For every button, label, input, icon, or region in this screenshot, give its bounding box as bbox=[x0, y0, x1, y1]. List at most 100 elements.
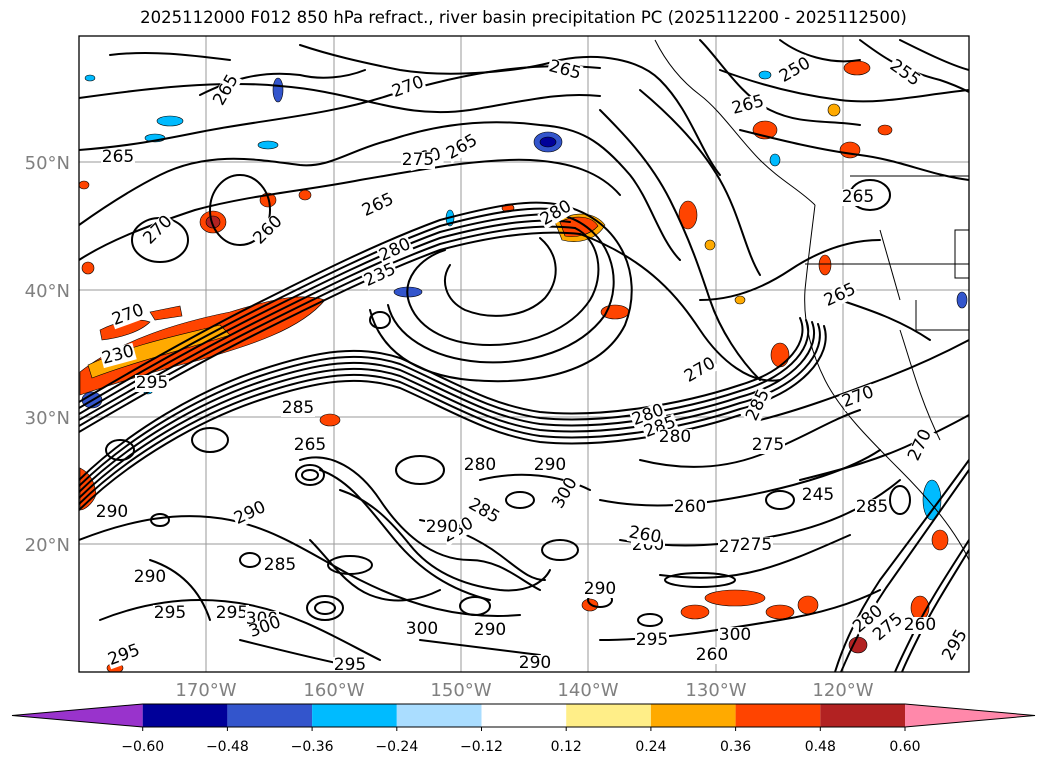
contour-label-bg bbox=[739, 537, 773, 554]
colorbar: −0.60 −0.48 −0.36 −0.24 −0.12 0.12 0.24 0.36 0.4… bbox=[11, 703, 1036, 755]
contour-label-bg bbox=[635, 632, 669, 649]
contour-label-bg bbox=[537, 197, 576, 230]
contour-label-bg bbox=[885, 56, 924, 91]
lon-label: 130°W bbox=[685, 680, 746, 701]
contour-label-bg bbox=[135, 375, 169, 392]
contour-label-bg bbox=[281, 400, 315, 417]
latitude-axis: 50°N 40°N 30°N 20°N bbox=[25, 153, 70, 556]
contour-label-bg bbox=[839, 383, 878, 412]
lon-label: 160°W bbox=[303, 680, 364, 701]
colorbar-segment bbox=[566, 704, 651, 727]
contour-label-bg bbox=[841, 189, 875, 206]
contour-label-bg bbox=[463, 457, 497, 474]
contour-label-bg bbox=[718, 627, 752, 644]
contour-label-bg bbox=[629, 401, 668, 430]
contour-label: 280 bbox=[659, 427, 691, 447]
contour-label-bg bbox=[518, 655, 552, 672]
contour-label-bg bbox=[101, 149, 135, 166]
contour-label-bg bbox=[361, 260, 400, 291]
contour-label: 290 bbox=[134, 567, 166, 587]
contour-label-bg bbox=[751, 437, 785, 454]
contour-label-bg bbox=[263, 557, 297, 574]
contour-label-bg bbox=[695, 647, 729, 664]
colorbar-tick-label: 0.12 bbox=[551, 739, 582, 755]
contour-label-bg bbox=[153, 605, 187, 622]
colorbar-tick-label: 0.48 bbox=[805, 739, 836, 755]
colorbar-segment bbox=[227, 704, 313, 727]
colorbar-segment bbox=[905, 704, 1035, 727]
contour-label-bg bbox=[376, 235, 415, 266]
contour-label: 260 bbox=[904, 615, 936, 635]
contour-label: 295 bbox=[334, 655, 366, 675]
colorbar-tick-label: 0.24 bbox=[635, 739, 666, 755]
contour-label-bg bbox=[231, 498, 270, 529]
contour-label-bg bbox=[903, 617, 937, 634]
contour-label: 295 bbox=[216, 603, 248, 623]
contour-label: 285 bbox=[264, 555, 296, 575]
contour-label: 290 bbox=[96, 502, 128, 522]
colorbar-tick-label: −0.24 bbox=[375, 739, 418, 755]
contour-label: 260 bbox=[696, 645, 728, 665]
contour-label-bg bbox=[626, 524, 664, 547]
lat-label: 50°N bbox=[25, 153, 70, 174]
contour-label-bg bbox=[215, 605, 249, 622]
contour-label-bg bbox=[246, 613, 285, 642]
lat-label: 20°N bbox=[25, 535, 70, 556]
contour-label-bg bbox=[801, 487, 835, 504]
contour-label-bg bbox=[405, 621, 439, 638]
colorbar-tick-label: −0.48 bbox=[206, 739, 249, 755]
contour-label: 300 bbox=[719, 625, 751, 645]
contour-label-bg bbox=[681, 354, 720, 387]
contour-label-bg bbox=[95, 504, 129, 521]
map-title: 2025112000 F012 850 hPa refract., river … bbox=[140, 8, 907, 27]
contour-label-bg bbox=[389, 73, 428, 102]
contour-label-bg bbox=[333, 657, 367, 672]
lon-label: 150°W bbox=[430, 680, 491, 701]
contour-label: 275 bbox=[740, 535, 772, 555]
colorbar-segment bbox=[735, 704, 821, 727]
contour-label-bg bbox=[658, 429, 692, 446]
contour-label-bg bbox=[293, 437, 327, 454]
contour-label: 290 bbox=[584, 579, 616, 599]
contour-label-bg bbox=[99, 342, 137, 369]
colorbar-tick-label: −0.60 bbox=[121, 739, 164, 755]
contour-label-bg bbox=[849, 601, 887, 637]
contour-label-bg bbox=[549, 474, 582, 513]
contour-label: 295 bbox=[154, 603, 186, 623]
contour-label: 290 bbox=[519, 653, 551, 673]
contour-label-bg bbox=[133, 569, 167, 586]
contour-label: 275 bbox=[402, 150, 434, 170]
colorbar-segment bbox=[820, 704, 905, 727]
lat-label: 30°N bbox=[25, 408, 70, 429]
contour-label: 265 bbox=[102, 147, 134, 167]
colorbar-segment bbox=[481, 704, 567, 727]
contour-label-bg bbox=[473, 622, 507, 639]
contour-label: 245 bbox=[802, 485, 834, 505]
lon-label: 170°W bbox=[175, 680, 236, 701]
contour-label-bg bbox=[533, 457, 567, 474]
contour-label: 290 bbox=[474, 620, 506, 640]
colorbar-segment bbox=[312, 704, 397, 727]
colorbar-tick-label: −0.36 bbox=[291, 739, 334, 755]
contour-label-bg bbox=[939, 626, 969, 665]
contour-label-bg bbox=[210, 71, 243, 110]
contour-label-bg bbox=[855, 499, 889, 516]
contour-label: 290 bbox=[426, 517, 458, 537]
contour-label-bg bbox=[464, 495, 503, 528]
contour-label: 290 bbox=[534, 455, 566, 475]
contour-label: 265 bbox=[294, 435, 326, 455]
coastlines bbox=[654, 39, 969, 561]
colorbar-tick-label: 0.36 bbox=[720, 739, 751, 755]
colorbar-segment bbox=[650, 704, 736, 727]
contour-label: 295 bbox=[136, 373, 168, 393]
contour-label-bg bbox=[140, 212, 177, 249]
contour-label-bg bbox=[105, 641, 144, 670]
map-frame bbox=[78, 35, 970, 673]
contour-label: 260 bbox=[674, 497, 706, 517]
contour-label-bg bbox=[359, 190, 398, 221]
colorbar-tick-label: 0.60 bbox=[889, 739, 920, 755]
contour-label: 280 bbox=[464, 455, 496, 475]
contour-label: 295 bbox=[636, 630, 668, 650]
graticule bbox=[79, 36, 969, 672]
